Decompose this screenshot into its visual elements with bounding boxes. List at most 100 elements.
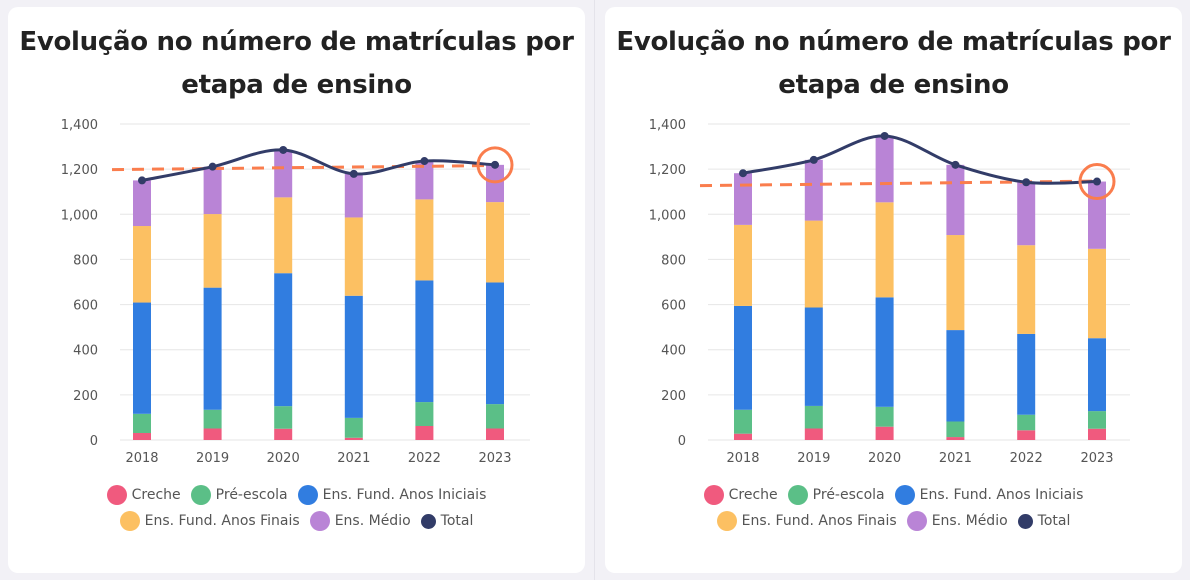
legend-label: Ens. Médio [931,513,1008,529]
bar-segment-ens-fund-anos-iniciais [344,295,363,418]
legend-swatch-icon [106,485,127,505]
legend-label: Ens. Fund. Anos Finais [741,513,897,529]
chart-plot: 0 200 400 600 800 1,000 1,200 1,400 2018 2019 2020… [649,118,1130,466]
bar-segment-ens-fund-anos-iniciais [946,330,965,422]
bar-segment-pr-escola [1017,414,1036,431]
legend-item[interactable]: Creche [703,482,778,508]
legend-item[interactable]: Pré-escola [190,482,288,508]
total-point [1093,177,1101,186]
bar-segment-ens-fund-anos-finais [804,220,823,308]
legend-label: Ens. Médio [334,513,411,529]
legend-swatch-icon [716,511,737,531]
legend-row: Creche Pré-escola Ens. Fund. Anos Iniciais [8,482,585,508]
total-line [141,148,496,182]
y-tick-label: 600 [73,299,98,314]
legend-item[interactable]: Ens. Médio [906,508,1008,534]
y-tick-label: 0 [678,434,686,449]
bar-segment-ens-m-dio [734,173,752,225]
x-tick-label: 2019 [797,451,830,466]
total-point [809,155,818,164]
legend-item[interactable]: Ens. Fund. Anos Iniciais [894,482,1083,508]
bar-segment-pr-escola [486,404,504,429]
legend-item[interactable]: Ens. Fund. Anos Finais [119,508,300,534]
bar-segment-ens-m-dio [486,164,504,203]
y-tick-label: 200 [661,389,686,404]
bar-segment-creche [344,437,363,440]
bar-segment-creche [804,428,823,440]
highlight-circle [476,146,514,184]
y-tick-label: 1,200 [649,163,686,178]
bar-segment-creche [415,426,434,440]
total-point [138,176,146,185]
bar-segment-ens-fund-anos-finais [133,226,151,303]
legend-swatch-icon [906,511,927,531]
total-line [742,134,1098,185]
legend-label: Pré-escola [812,487,885,503]
bar-segment-creche [875,426,894,440]
total-point [880,131,889,140]
total-point [1022,178,1031,187]
bar-segment-pr-escola [875,406,894,427]
legend-swatch-icon [190,485,211,505]
legend-label: Total [1037,513,1071,529]
x-tick-label: 2022 [408,451,441,466]
bar-segment-creche [274,428,293,440]
legend-item[interactable]: Total [1017,508,1071,534]
bar-segment-pr-escola [946,421,965,438]
bar-segment-ens-fund-anos-iniciais [875,297,894,407]
bar-segment-pr-escola [804,405,823,429]
bar-segment-ens-fund-anos-finais [734,224,752,306]
panel-divider [594,0,595,580]
legend-label: Pré-escola [215,487,288,503]
chart-title: Evolução no número de matrículas por eta… [19,27,574,100]
bar-segment-ens-fund-anos-iniciais [203,287,222,410]
legend-label: Total [440,513,474,529]
legend-item[interactable]: Ens. Fund. Anos Finais [716,508,897,534]
total-point [739,169,747,178]
y-tick-label: 800 [73,253,98,268]
chart-plot: 0 200 400 600 800 1,000 1,200 1,400 2018 2019 2020… [61,118,530,466]
y-tick-label: 400 [661,344,686,359]
legend-item[interactable]: Ens. Médio [309,508,411,534]
x-tick-label: 2019 [196,451,229,466]
x-tick-label: 2020 [267,451,300,466]
legend-swatch-icon [297,485,318,505]
chart-card-left: Evolução no número de matrículas por eta… [8,7,585,573]
highlight-circle [1078,163,1116,201]
x-tick-label: 2020 [868,451,901,466]
x-tick-label: 2023 [1080,451,1113,466]
legend-swatch-icon [1017,513,1033,529]
bar-segment-pr-escola [734,409,752,434]
y-tick-label: 1,400 [61,118,98,133]
y-tick-label: 600 [661,299,686,314]
x-tick-label: 2021 [939,451,972,466]
bar-segment-pr-escola [415,402,434,427]
bar-segment-creche [1017,430,1036,440]
bar-segment-ens-m-dio [1017,182,1036,246]
total-point [951,160,960,169]
bar-segment-ens-fund-anos-finais [203,214,222,288]
bar-segment-ens-fund-anos-finais [1088,248,1106,339]
legend-item[interactable]: Total [420,508,474,534]
y-tick-label: 400 [73,344,98,359]
legend-item[interactable]: Pré-escola [787,482,885,508]
bar-segment-ens-fund-anos-iniciais [415,280,434,403]
chart-legend: Creche Pré-escola Ens. Fund. Anos Iniciais… [8,482,585,534]
bar-segment-pr-escola [274,406,293,429]
x-tick-label: 2018 [726,451,759,466]
bar-segment-ens-m-dio [274,149,293,198]
x-tick-label: 2022 [1010,451,1043,466]
legend-item[interactable]: Ens. Fund. Anos Iniciais [297,482,486,508]
bar-segment-ens-fund-anos-finais [1017,245,1036,334]
legend-item[interactable]: Creche [106,482,181,508]
bar-segment-ens-fund-anos-iniciais [486,282,504,405]
chart-legend: Creche Pré-escola Ens. Fund. Anos Iniciais… [605,482,1182,534]
bar-segment-creche [203,428,222,440]
bar-segment-ens-fund-anos-iniciais [1088,338,1106,412]
legend-label: Creche [728,487,778,503]
bar-segment-creche [486,428,504,440]
legend-row: Ens. Fund. Anos Finais Ens. Médio Total [8,508,585,534]
bar-segment-ens-m-dio [875,135,894,203]
bar-segment-ens-fund-anos-iniciais [1017,333,1036,415]
chart-card-right: Evolução no número de matrículas por eta… [605,7,1182,573]
